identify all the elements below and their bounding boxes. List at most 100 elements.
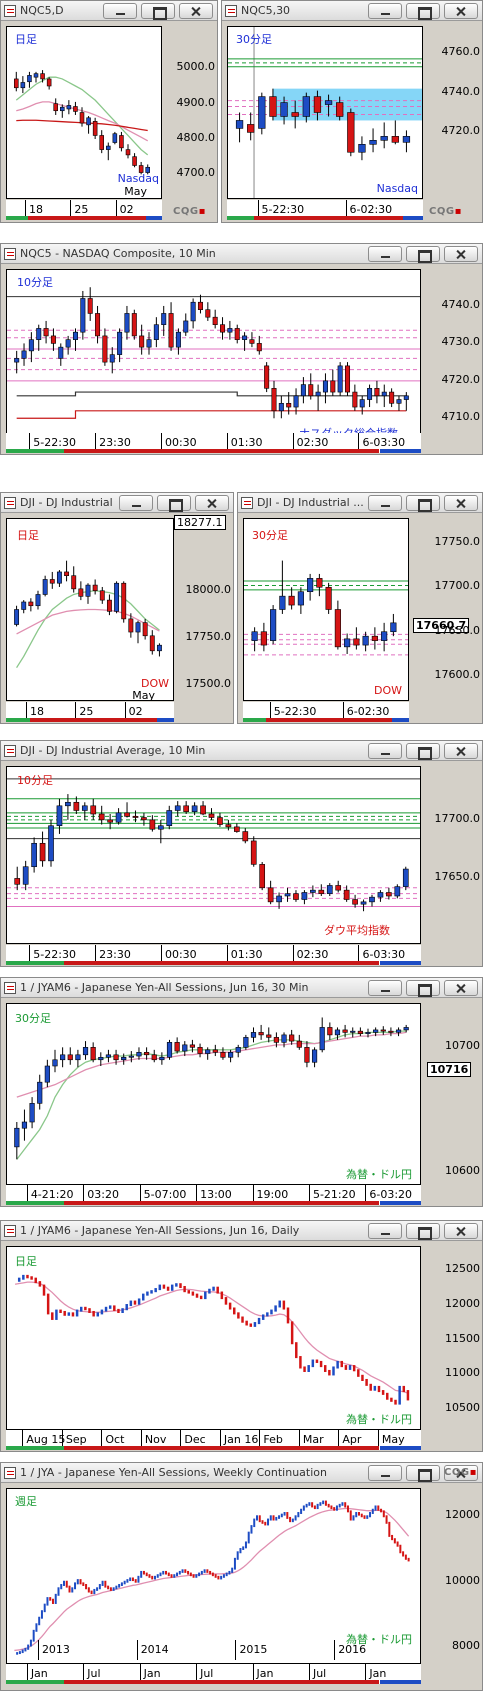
maximize-button[interactable] — [157, 495, 191, 512]
candle-body — [337, 365, 343, 393]
window-title: NQC5 - NASDAQ Composite, 10 Min — [20, 247, 216, 260]
maximize-button[interactable] — [406, 980, 440, 997]
chart-svg — [14, 1500, 410, 1655]
session-bar — [6, 1201, 421, 1205]
minimize-button[interactable] — [119, 495, 153, 511]
candle-body — [183, 805, 189, 812]
y-axis: 4760.0 4740.0 4720.0 — [424, 26, 481, 199]
close-button[interactable] — [444, 1465, 478, 1481]
plot-area[interactable]: 週足 為替・ドル円 — [6, 1488, 421, 1664]
candle-body — [327, 1027, 333, 1036]
candle-body — [66, 105, 72, 110]
plot-area[interactable]: 30分足 DOW — [243, 518, 409, 701]
x-tick-label: 2016 — [334, 1640, 367, 1660]
candle-body — [235, 1047, 241, 1053]
title-bar[interactable]: 1 / JYAM6 - Japanese Yen-All Sessions, J… — [1, 1221, 482, 1241]
y-tick-label: 10700 — [445, 1039, 480, 1053]
candle-body — [33, 73, 39, 78]
candle-body — [72, 331, 78, 340]
close-button[interactable] — [444, 1223, 478, 1239]
chart-window-nqc5-30min[interactable]: NQC5,30 30分足 Nasdaq 4760.0 4740.0 4720.0 5… — [221, 0, 483, 223]
minimize-button[interactable] — [368, 495, 402, 511]
close-button[interactable] — [179, 3, 213, 19]
x-tick-label: Jan — [252, 1664, 274, 1684]
y-tick-label: 4720.0 — [441, 372, 481, 386]
maximize-button[interactable] — [406, 1223, 440, 1240]
title-bar[interactable]: NQC5,D — [1, 1, 217, 21]
instrument-label: DOW — [140, 677, 169, 690]
plot-area[interactable]: 10分足 ダウ平均指数 — [6, 766, 421, 944]
title-bar[interactable]: DJI - DJ Industrial ... — [1, 493, 233, 513]
window-title: 1 / JYA - Japanese Yen-All Sessions, Wee… — [20, 1466, 327, 1479]
candle-body — [316, 578, 323, 588]
cqg-logo: CQG▪ — [429, 206, 462, 217]
candle-body — [71, 575, 77, 590]
minimize-button[interactable] — [368, 743, 402, 759]
chart-window-jpy-weekly[interactable]: 1 / JYA - Japanese Yen-All Sessions, Wee… — [0, 1462, 483, 1691]
close-button[interactable] — [444, 743, 478, 759]
y-axis: 17750.0 17700.0 17650.0 17600.0 — [410, 518, 481, 701]
close-button[interactable] — [444, 246, 478, 262]
plot-area[interactable]: 日足 DOW May — [6, 518, 174, 701]
maximize-button[interactable] — [406, 495, 440, 512]
title-bar[interactable]: 1 / JYAM6 - Japanese Yen-All Sessions, J… — [1, 978, 482, 998]
x-tick-label: 00:30 — [160, 945, 197, 965]
last-price-tag: 18277.1 — [174, 515, 226, 530]
maximize-button[interactable] — [141, 3, 175, 20]
maximize-button[interactable] — [406, 3, 440, 20]
candle-body — [95, 313, 101, 337]
candle-body — [308, 384, 314, 397]
plot-area[interactable]: 日足 為替・ドル円 — [6, 1246, 421, 1430]
maximize-button[interactable] — [406, 1465, 440, 1482]
plot-area[interactable]: 30分足 Nasdaq — [227, 26, 423, 199]
candle-body — [380, 1029, 386, 1032]
chart-window-dji-10min[interactable]: DJI - DJ Industrial Average, 10 Min 10分足… — [0, 740, 483, 967]
candle-body — [156, 644, 162, 652]
x-tick-label: Oct — [101, 1430, 125, 1450]
chart-icon — [241, 497, 253, 509]
candle-body — [73, 801, 80, 811]
minimize-button[interactable] — [368, 1223, 402, 1239]
candle-body — [293, 395, 299, 408]
title-bar[interactable]: DJI - DJ Industrial Average, 10 Min — [1, 741, 482, 761]
candle-body — [168, 313, 174, 348]
chart-window-nqc5-daily[interactable]: NQC5,D 日足 Nasdaq May 5000.0 4900.0 4800.0 4… — [0, 0, 218, 223]
plot-area[interactable]: 日足 Nasdaq May — [6, 26, 162, 199]
close-button[interactable] — [444, 3, 478, 19]
minimize-button[interactable] — [103, 3, 137, 19]
candle-body — [235, 120, 244, 129]
candle-body — [273, 1037, 279, 1043]
title-bar[interactable]: NQC5 - NASDAQ Composite, 10 Min — [1, 244, 482, 264]
candle-body — [92, 584, 98, 592]
candle-body — [217, 817, 223, 825]
chart-window-jpy-daily[interactable]: 1 / JYAM6 - Japanese Yen-All Sessions, J… — [0, 1220, 483, 1452]
minimize-button[interactable] — [368, 980, 402, 996]
close-button[interactable] — [444, 495, 478, 511]
chart-window-dji-daily[interactable]: DJI - DJ Industrial ... 日足 DOW May 18277… — [0, 492, 234, 724]
y-tick-label: 17750.0 — [185, 629, 232, 643]
plot-area[interactable]: 30分足 為替・ドル円 — [6, 1003, 421, 1185]
chart-window-dji-30min[interactable]: DJI - DJ Industrial ... 30分足 DOW 17660.7… — [237, 492, 483, 724]
maximize-button[interactable] — [406, 246, 440, 263]
title-bar[interactable]: NQC5,30 — [222, 1, 482, 21]
candle-body — [403, 395, 409, 400]
x-axis: Aug 15 Sep Oct Nov Dec Jan 16 Feb Mar Apr May — [6, 1430, 421, 1450]
candle-body — [37, 1081, 43, 1104]
chart-window-nasdaq-10min[interactable]: NQC5 - NASDAQ Composite, 10 Min 10分足 ナスダ… — [0, 243, 483, 455]
instrument-label: 為替・ドル円 — [346, 1168, 412, 1181]
maximize-button[interactable] — [406, 743, 440, 760]
close-button[interactable] — [195, 495, 229, 511]
y-tick-label: 17500.0 — [185, 676, 232, 690]
close-button[interactable] — [444, 980, 478, 996]
timeframe-label: 10分足 — [17, 774, 53, 787]
chart-window-jpy-30min[interactable]: 1 / JYAM6 - Japanese Yen-All Sessions, J… — [0, 977, 483, 1207]
chart-icon — [4, 5, 16, 17]
title-bar[interactable]: DJI - DJ Industrial ... — [238, 493, 482, 513]
title-bar[interactable]: 1 / JYA - Japanese Yen-All Sessions, Wee… — [1, 1463, 482, 1483]
candle-body — [92, 121, 98, 136]
minimize-button[interactable] — [368, 1465, 402, 1481]
minimize-button[interactable] — [368, 3, 402, 19]
x-tick-label: 02:30 — [292, 433, 329, 453]
minimize-button[interactable] — [368, 246, 402, 262]
plot-area[interactable]: 10分足 ナスダック総合指数 — [6, 269, 421, 444]
